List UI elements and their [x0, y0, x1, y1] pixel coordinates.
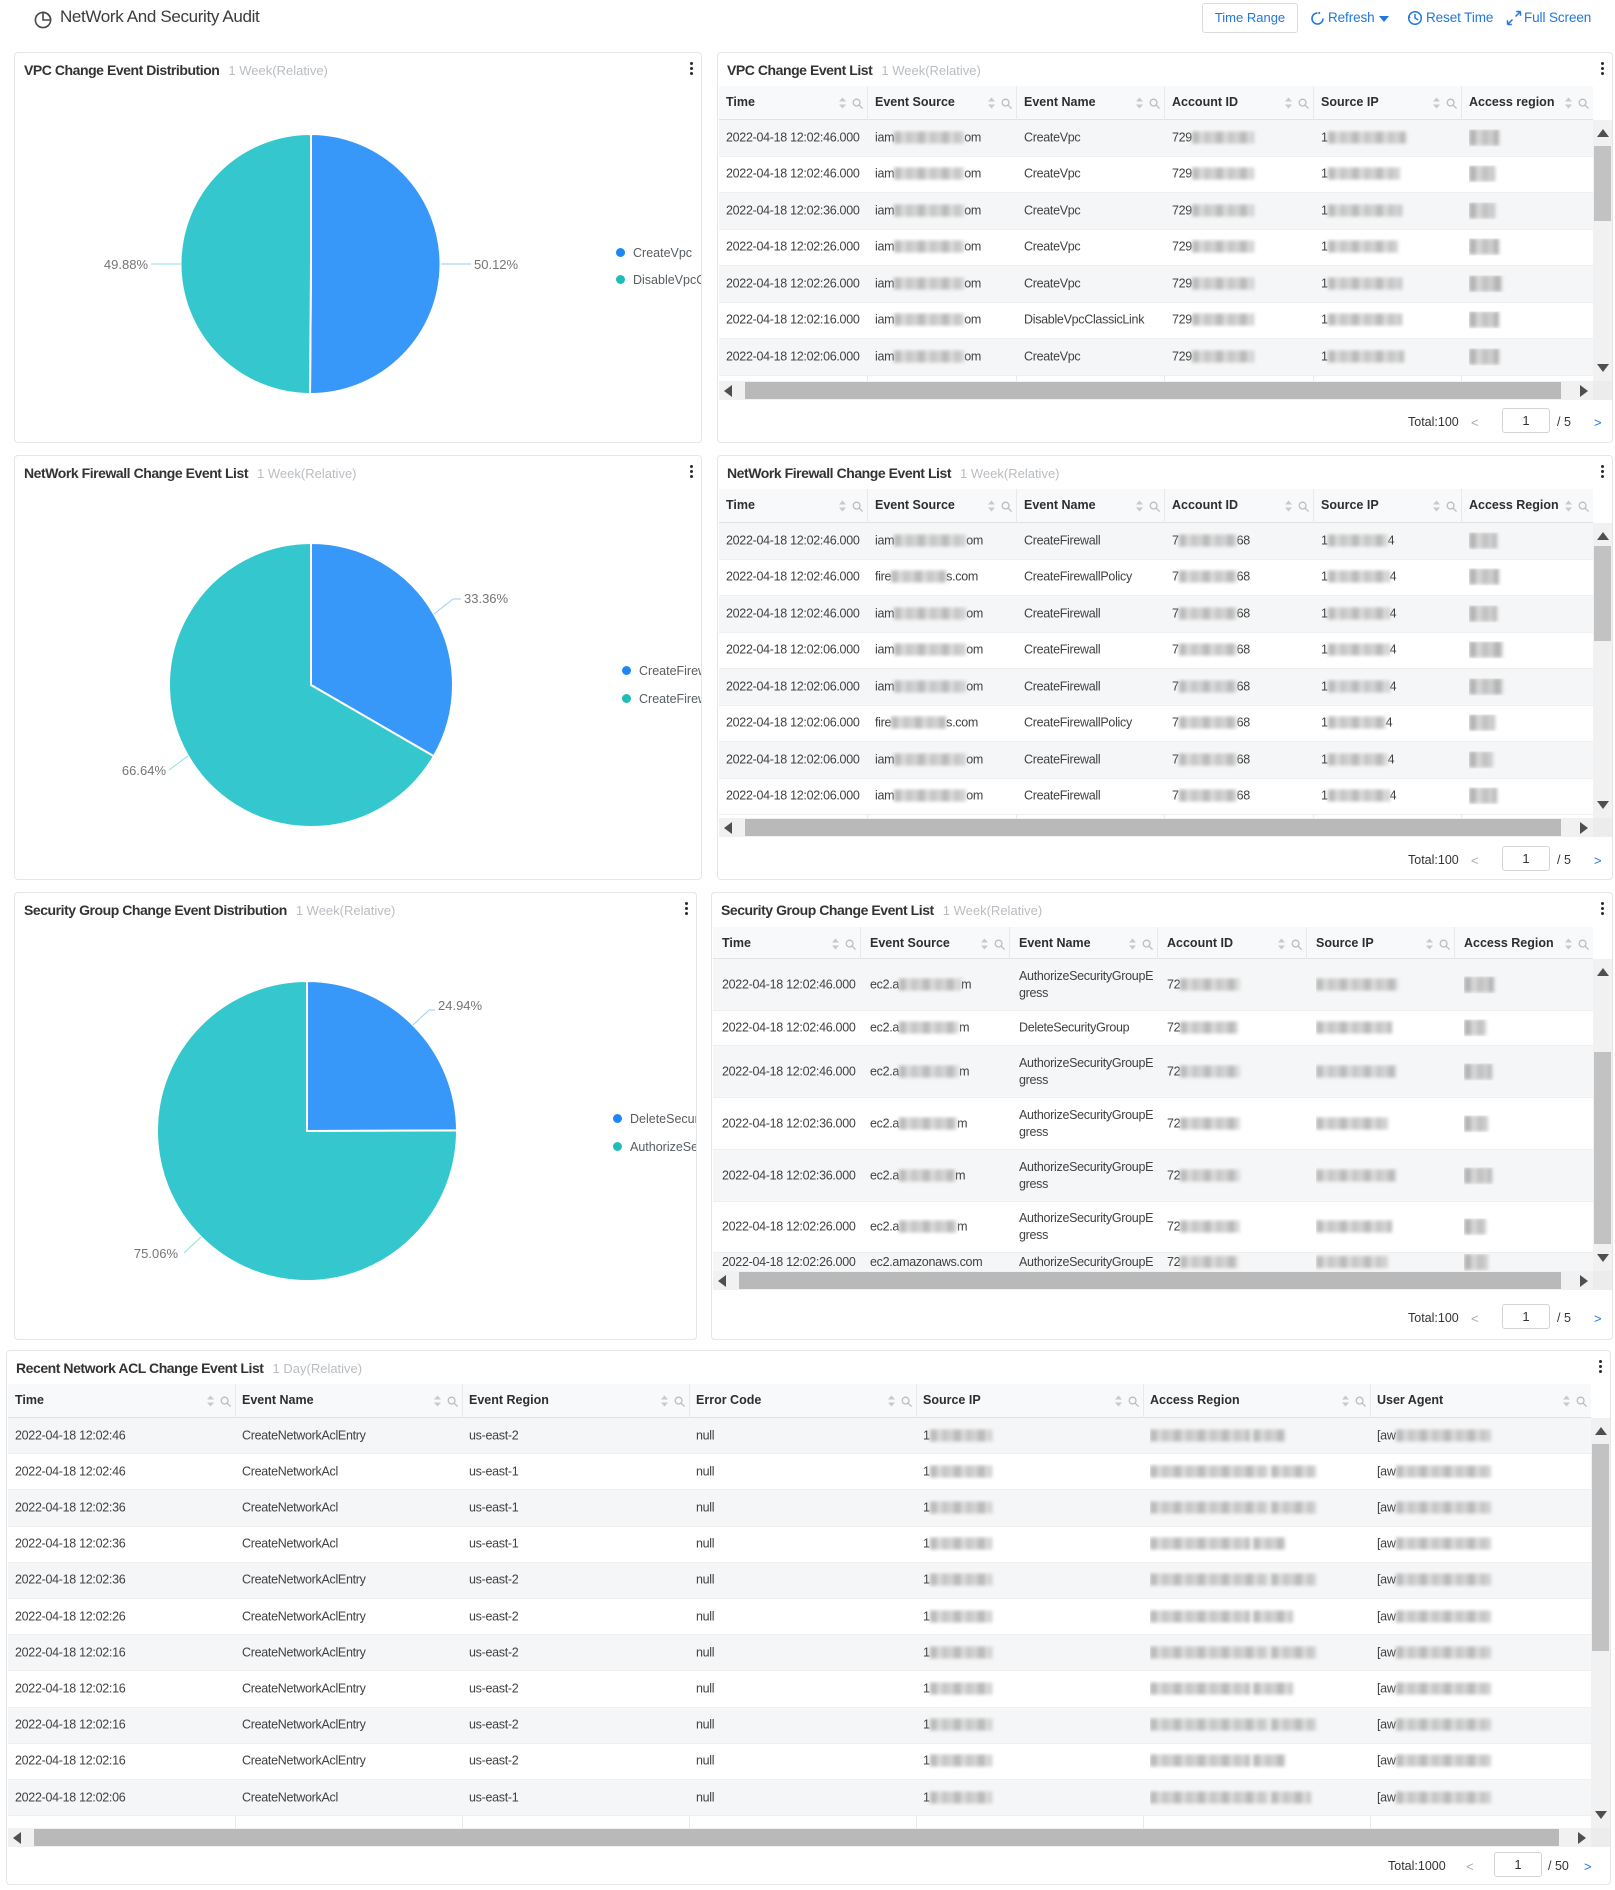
svg-text:49.88%: 49.88%: [104, 257, 149, 272]
svg-text:66.64%: 66.64%: [122, 763, 167, 778]
svg-text:50.12%: 50.12%: [474, 257, 519, 272]
svg-text:75.06%: 75.06%: [134, 1246, 179, 1261]
svg-text:33.36%: 33.36%: [464, 591, 509, 606]
svg-text:24.94%: 24.94%: [438, 998, 483, 1013]
